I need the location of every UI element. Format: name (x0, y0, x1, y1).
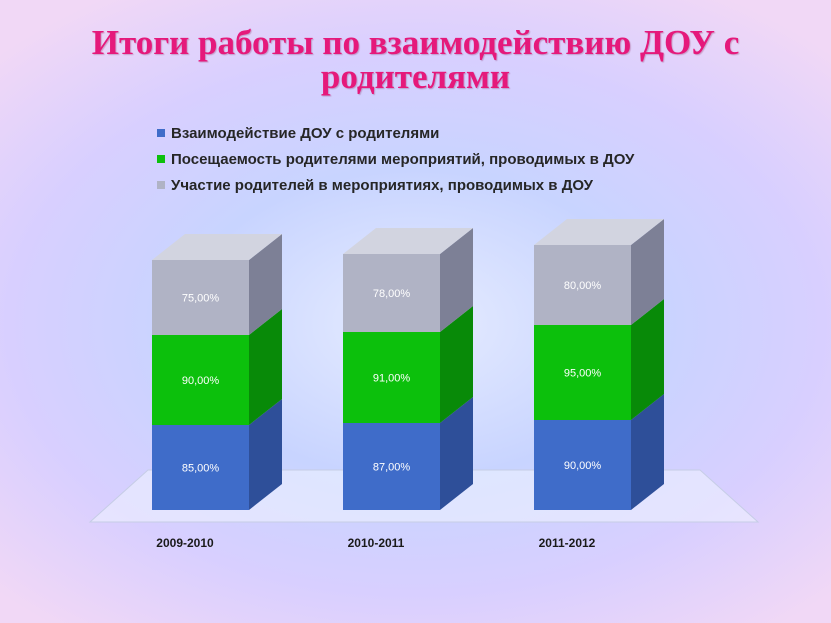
bar-segment-front (152, 425, 249, 510)
bar-segment-side (249, 399, 282, 510)
bar-segment-side (249, 309, 282, 425)
bar-segment-front (152, 260, 249, 335)
bar-segment-side (631, 219, 664, 325)
data-label: 78,00% (373, 288, 411, 300)
legend-item: Посещаемость родителями мероприятий, про… (157, 146, 634, 172)
bar-segment-side (440, 228, 473, 332)
bar-segment-top (152, 234, 282, 260)
bar-segment-side (249, 234, 282, 335)
data-label: 91,00% (373, 373, 411, 385)
bar-segment-front (343, 423, 440, 510)
legend: Взаимодействие ДОУ с родителями Посещаем… (157, 120, 634, 198)
data-label: 95,00% (564, 368, 602, 380)
x-tick-label: 2009-2010 (156, 536, 214, 550)
data-label: 90,00% (564, 460, 602, 472)
x-tick-label: 2011-2012 (539, 536, 596, 550)
bar-segment-front (343, 254, 440, 332)
data-label: 85,00% (182, 463, 220, 475)
legend-item: Участие родителей в мероприятиях, провод… (157, 172, 634, 198)
legend-item: Взаимодействие ДОУ с родителями (157, 120, 634, 146)
data-label: 75,00% (182, 293, 220, 305)
data-label: 87,00% (373, 462, 411, 474)
bar-segment-side (440, 397, 473, 510)
legend-label: Посещаемость родителями мероприятий, про… (171, 150, 635, 168)
data-label: 90,00% (182, 375, 220, 387)
legend-label: Взаимодействие ДОУ с родителями (171, 124, 440, 142)
bar-segment-side (440, 306, 473, 423)
legend-swatch (157, 129, 165, 137)
x-tick-label: 2010-2011 (348, 536, 405, 550)
bar-segment-front (343, 332, 440, 423)
legend-swatch (157, 181, 165, 189)
bar-segment-side (631, 394, 664, 510)
data-label: 80,00% (564, 280, 602, 292)
bar-segment-front (152, 335, 249, 425)
bar-segment-front (534, 420, 631, 510)
legend-label: Участие родителей в мероприятиях, провод… (171, 176, 593, 194)
bar-segment-top (343, 228, 473, 254)
bar-segment-top (534, 219, 664, 245)
bar-segment-front (534, 325, 631, 420)
legend-swatch (157, 155, 165, 163)
bar-segment-side (631, 299, 664, 420)
page-title: Итоги работы по взаимодействию ДОУ с род… (91, 23, 740, 96)
bar-segment-front (534, 245, 631, 325)
